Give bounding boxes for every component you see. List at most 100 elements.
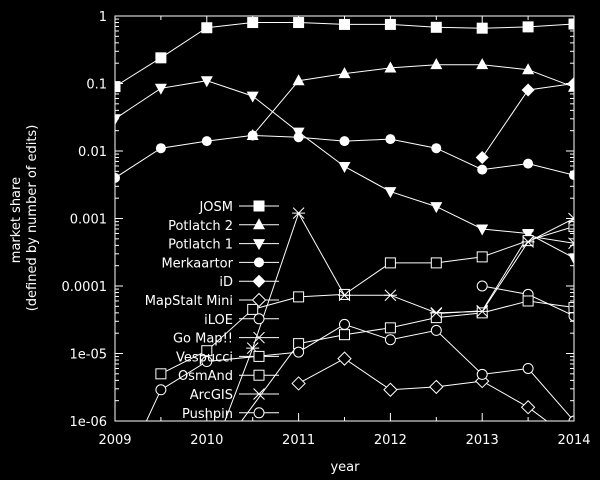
data-point-merkaartor (247, 130, 258, 141)
legend-marker (253, 200, 265, 212)
data-point-pushpin (568, 415, 574, 421)
legend-label: Potlatch 1 (168, 238, 233, 253)
data-point-potlatch-1 (568, 253, 574, 265)
y-tick-label: 0.1 (86, 78, 107, 93)
legend-label: iD (219, 275, 233, 290)
x-tick-label: 2010 (190, 433, 223, 448)
legend-label: ArcGIS (190, 388, 233, 403)
data-point-potlatch-1 (384, 187, 397, 199)
y-axis-label: market share (defined by number of edits… (9, 125, 40, 312)
y-axis-label-line-1: market share (9, 177, 24, 263)
data-point-josm (430, 21, 442, 33)
legend-marker (251, 292, 267, 308)
data-point-merkaartor (477, 164, 488, 175)
data-point-arcgis (383, 289, 397, 302)
legend-entry-go-map: Go Map!! (173, 332, 279, 347)
data-point-mapstalt-mini (520, 400, 536, 415)
data-point-potlatch-1 (338, 161, 351, 173)
data-point-iloe (476, 280, 488, 292)
x-tick-label: 2009 (98, 433, 131, 448)
legend-marker (252, 274, 266, 288)
data-point-vespucci (201, 345, 213, 357)
data-point-mapstalt-mini (291, 376, 306, 391)
legend-entry-arcgis: ArcGIS (190, 388, 279, 403)
data-point-vespucci (430, 257, 442, 269)
legend-marker (253, 407, 265, 419)
data-point-merkaartor (339, 136, 350, 147)
data-point-mapstalt-mini (383, 382, 398, 397)
y-tick-label: 1 (99, 10, 107, 25)
legend-entry-potlatch-2: Potlatch 2 (168, 218, 279, 234)
data-point-arcgis (521, 236, 535, 248)
data-point-osmand (522, 295, 534, 307)
data-point-osmand (384, 322, 396, 334)
legend-marker (253, 369, 265, 381)
data-point-josm (384, 18, 396, 30)
series-line-osmand (240, 300, 574, 421)
data-point-vespucci (384, 257, 396, 269)
legend-entry-josm: JOSM (198, 200, 279, 215)
series-line-pushpin (145, 323, 574, 421)
y-axis: 1e-06 1e-05 0.0001 0.001 0.01 0.1 1 (62, 10, 574, 430)
data-point-pushpin (522, 362, 534, 374)
data-point-josm (201, 22, 213, 34)
data-point-pushpin (155, 384, 167, 396)
data-point-potlatch-1 (200, 76, 213, 88)
data-point-josm (568, 18, 574, 30)
data-point-vespucci (522, 235, 534, 247)
data-point-osmand (339, 329, 350, 341)
data-point-iloe (568, 310, 574, 322)
y-tick-label: 0.0001 (62, 280, 108, 295)
data-point-josm (476, 22, 488, 34)
data-point-merkaartor (293, 132, 304, 143)
y-tick-label: 0.001 (70, 213, 107, 228)
series-pushpin (145, 318, 574, 421)
data-point-osmand (568, 302, 574, 314)
data-point-josm (339, 18, 350, 30)
legend-label: Potlatch 2 (168, 219, 233, 234)
series-line-vespucci (160, 226, 574, 375)
data-point-josm (247, 17, 259, 29)
legend-marker (254, 257, 264, 268)
legend-label: Go Map!! (173, 332, 233, 347)
data-point-vespucci (568, 221, 574, 233)
data-point-arcgis (429, 307, 443, 319)
legend-marker (253, 313, 265, 325)
data-point-vespucci (247, 303, 259, 315)
data-point-arcgis (338, 289, 351, 302)
legend-entry-mapstalt-mini: MapStalt Mini (145, 292, 279, 309)
data-point-potlatch-2 (430, 58, 443, 70)
data-point-merkaartor (523, 158, 534, 169)
data-point-id (475, 151, 489, 165)
legend-marker (253, 218, 265, 230)
data-point-merkaartor (155, 143, 166, 154)
legend-entry-merkaartor: Merkaartor (161, 256, 279, 271)
series-layer (115, 17, 574, 421)
data-point-potlatch-2 (522, 63, 535, 75)
data-point-potlatch-1 (154, 83, 167, 95)
data-point-potlatch-1 (476, 224, 489, 236)
legend-entry-vespucci: Vespucci (176, 350, 279, 365)
series-merkaartor (115, 130, 574, 183)
y-tick-label: 1e-06 (69, 415, 107, 430)
x-tick-label: 2014 (557, 433, 590, 448)
legend-label: Merkaartor (161, 256, 233, 271)
legend-entry-pushpin: Pushpin (182, 407, 279, 422)
series-arcgis (224, 207, 574, 421)
data-point-vespucci (155, 368, 167, 380)
legend-label: JOSM (198, 200, 233, 215)
data-point-pushpin (476, 368, 488, 380)
data-point-potlatch-1 (115, 114, 121, 126)
data-point-merkaartor (385, 134, 396, 145)
series-potlatch-1 (115, 76, 574, 265)
legend-entry-potlatch-1: Potlatch 1 (168, 238, 279, 253)
x-tick-label: 2011 (282, 433, 315, 448)
data-point-potlatch-1 (246, 91, 259, 103)
legend-entry-osmand: OsmAnd (178, 369, 279, 384)
data-point-osmand (476, 307, 488, 319)
data-point-potlatch-1 (430, 202, 443, 214)
data-point-pushpin (293, 346, 305, 358)
legend-marker (253, 239, 265, 251)
